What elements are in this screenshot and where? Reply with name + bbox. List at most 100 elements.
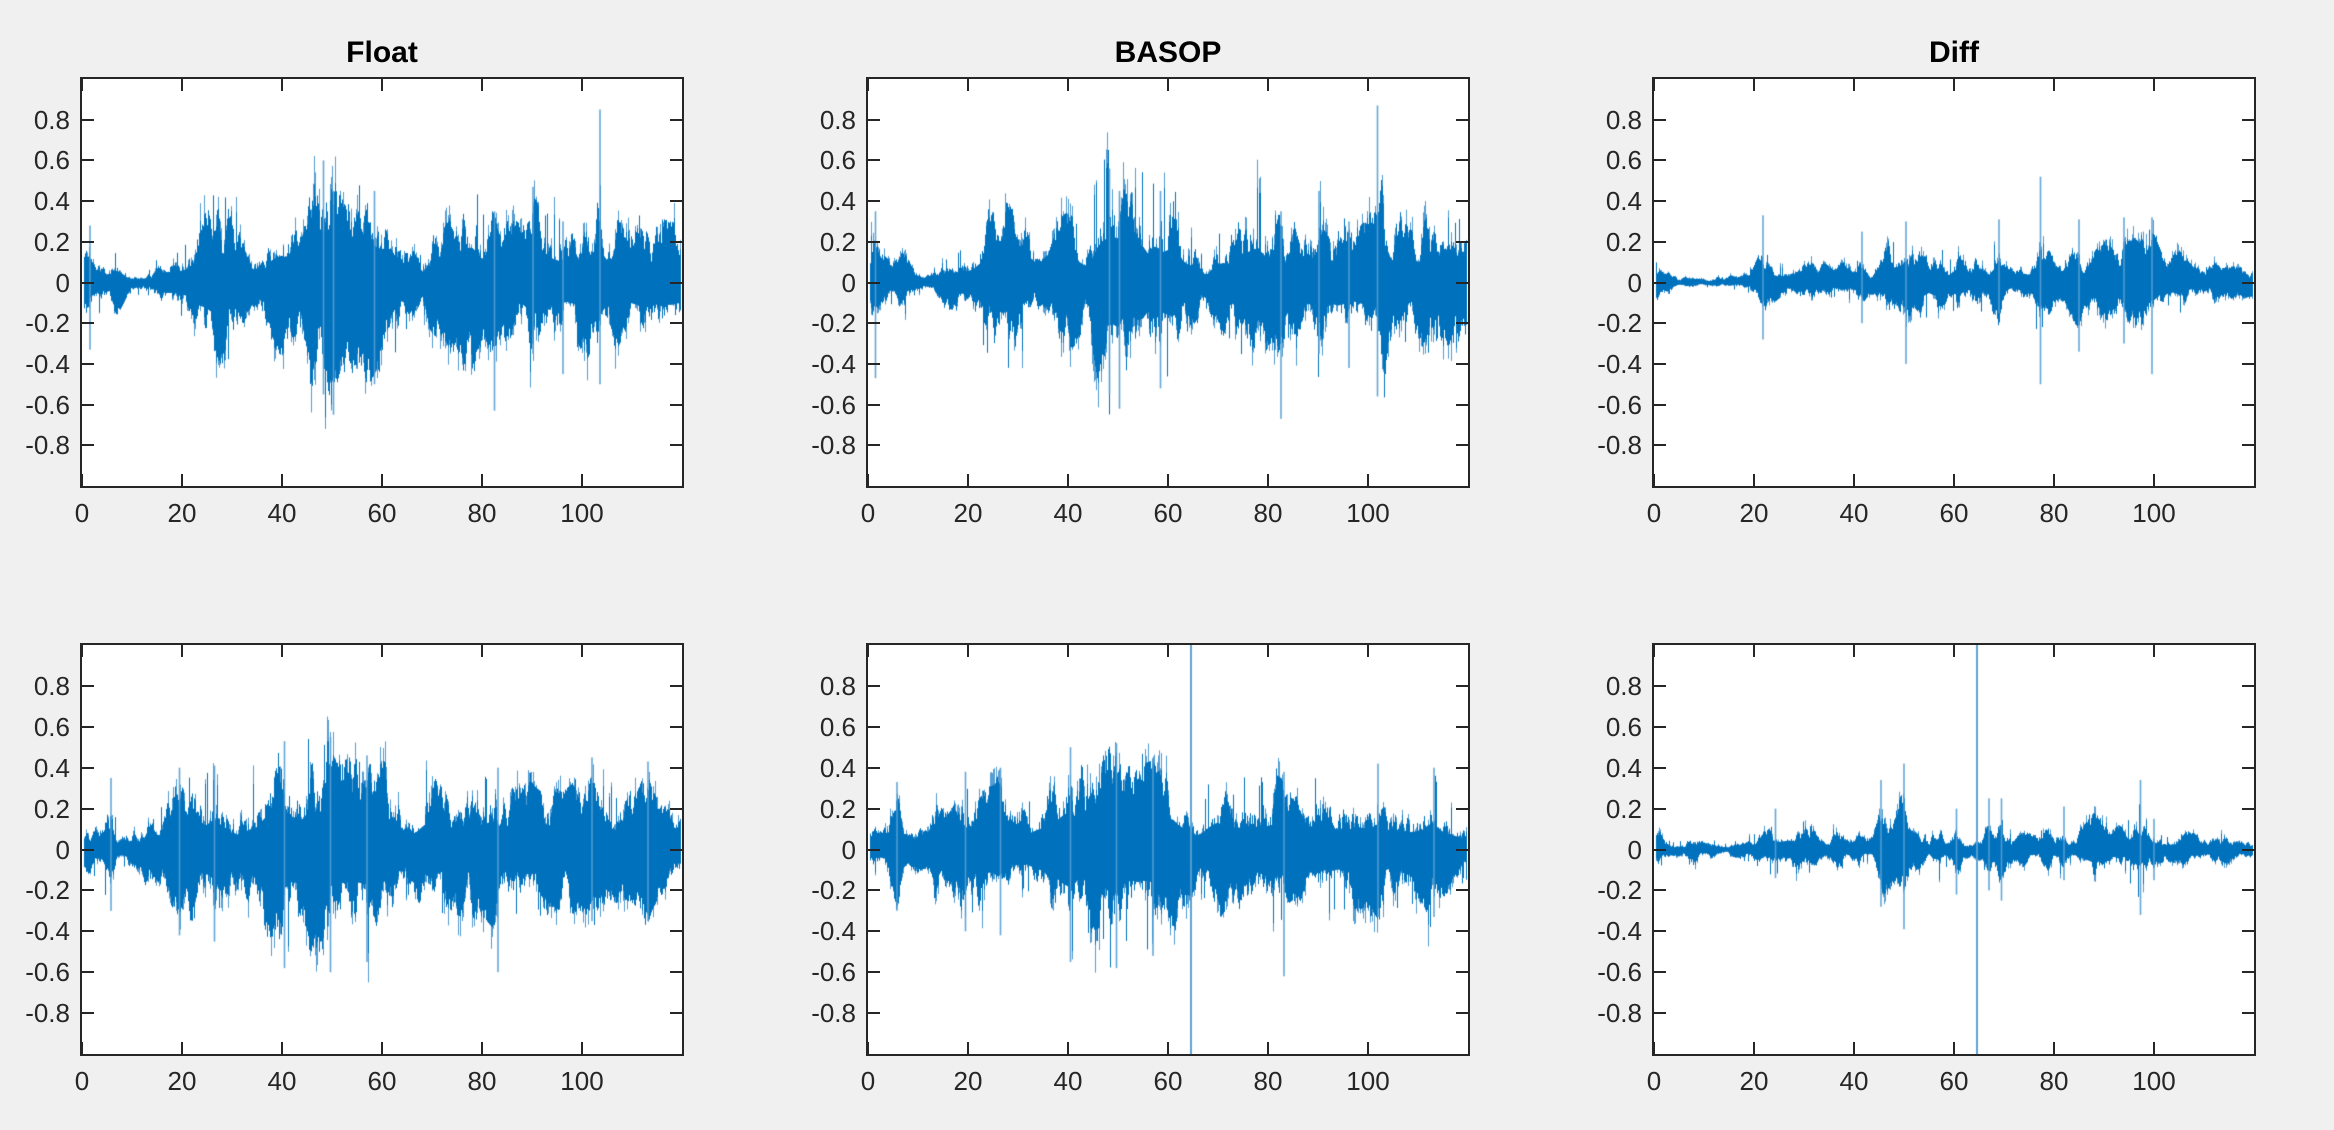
y-tick-mark — [868, 281, 880, 284]
y-tick-mark — [868, 807, 880, 810]
y-tick-mark — [1654, 971, 1666, 974]
y-tick-label: 0.4 — [33, 186, 70, 217]
plot-axes-diff-top[interactable] — [1652, 77, 2256, 488]
y-tick-mark — [868, 684, 880, 687]
x-tick-mark — [281, 1042, 283, 1054]
y-tick-mark — [82, 118, 94, 121]
y-tick-label: 0.4 — [1605, 186, 1642, 217]
y-tick-mark-right — [670, 362, 682, 365]
y-tick-mark — [82, 766, 94, 769]
y-tick-label: 0.2 — [33, 793, 70, 824]
x-tick-mark-top — [2053, 645, 2055, 657]
x-tick-mark-top — [867, 645, 869, 657]
x-tick-label: 80 — [2039, 498, 2069, 528]
y-tick-mark-right — [2242, 444, 2254, 447]
y-tick-label: 0.8 — [33, 670, 70, 701]
x-tick-label: 60 — [1939, 1066, 1969, 1096]
plot-title-basop: BASOP — [1114, 36, 1222, 69]
y-tick-mark-right — [670, 930, 682, 933]
x-tick-mark — [381, 474, 383, 486]
x-tick-mark — [1267, 1042, 1269, 1054]
y-tick-label: -0.8 — [25, 430, 70, 461]
x-tick-label: 20 — [1739, 498, 1769, 528]
y-tick-label: -0.6 — [1597, 389, 1642, 420]
y-tick-label: 0.2 — [1605, 226, 1642, 257]
y-tick-label: 0.6 — [819, 145, 856, 176]
y-tick-label: -0.6 — [811, 389, 856, 420]
y-tick-mark-right — [1456, 362, 1468, 365]
y-tick-mark-right — [1456, 1012, 1468, 1015]
y-tick-mark — [1654, 444, 1666, 447]
x-tick-mark — [2153, 1042, 2155, 1054]
y-tick-mark — [868, 766, 880, 769]
plot-axes-float-bottom[interactable] — [80, 643, 684, 1056]
y-tick-label: 0.2 — [819, 793, 856, 824]
y-tick-label: -0.6 — [25, 389, 70, 420]
y-tick-mark-right — [2242, 848, 2254, 851]
y-tick-mark — [82, 240, 94, 243]
y-tick-label: -0.4 — [1597, 916, 1642, 947]
waveform-canvas-float-bottom — [82, 645, 682, 1054]
y-tick-mark — [868, 889, 880, 892]
y-tick-label: 0 — [55, 834, 70, 865]
y-tick-mark-right — [670, 684, 682, 687]
waveform-canvas-float-top — [82, 79, 682, 486]
x-tick-mark-top — [81, 645, 83, 657]
x-tick-mark-top — [1167, 645, 1169, 657]
plot-axes-diff-bottom[interactable] — [1652, 643, 2256, 1056]
x-tick-label: 80 — [467, 498, 497, 528]
x-tick-label: 0 — [1646, 498, 1662, 528]
plot-axes-basop-bottom[interactable] — [866, 643, 1470, 1056]
y-tick-mark-right — [670, 159, 682, 162]
y-tick-label: 0.6 — [1605, 145, 1642, 176]
y-tick-mark-right — [2242, 362, 2254, 365]
x-tick-mark — [1853, 474, 1855, 486]
x-tick-mark — [1167, 1042, 1169, 1054]
x-tick-label: 60 — [1939, 498, 1969, 528]
y-tick-label: -0.6 — [1597, 957, 1642, 988]
x-tick-label: 60 — [367, 1066, 397, 1096]
waveform-canvas-basop-bottom — [868, 645, 1468, 1054]
x-tick-mark-top — [1953, 79, 1955, 91]
x-tick-mark-top — [2153, 79, 2155, 91]
y-tick-mark — [1654, 848, 1666, 851]
x-tick-mark-top — [481, 79, 483, 91]
waveform-canvas-diff-bottom — [1654, 645, 2254, 1054]
y-tick-mark — [868, 322, 880, 325]
y-tick-mark-right — [2242, 930, 2254, 933]
y-tick-mark-right — [1456, 889, 1468, 892]
y-tick-mark — [1654, 281, 1666, 284]
x-tick-mark-top — [181, 79, 183, 91]
x-tick-mark — [1753, 474, 1755, 486]
x-tick-mark-top — [1953, 645, 1955, 657]
y-tick-label: -0.2 — [811, 308, 856, 339]
y-tick-label: 0.8 — [819, 670, 856, 701]
y-tick-mark — [868, 971, 880, 974]
y-tick-mark — [82, 159, 94, 162]
y-tick-mark-right — [1456, 725, 1468, 728]
y-tick-mark-right — [1456, 971, 1468, 974]
x-tick-label: 60 — [1153, 1066, 1183, 1096]
y-tick-label: 0.8 — [1605, 104, 1642, 135]
y-tick-label: 0.8 — [1605, 670, 1642, 701]
y-tick-mark — [868, 362, 880, 365]
y-tick-mark — [1654, 118, 1666, 121]
y-tick-label: 0.6 — [819, 711, 856, 742]
x-tick-mark-top — [581, 645, 583, 657]
y-tick-label: -0.4 — [1597, 348, 1642, 379]
x-tick-mark — [481, 1042, 483, 1054]
plot-axes-float-top[interactable] — [80, 77, 684, 488]
y-tick-label: -0.2 — [1597, 875, 1642, 906]
y-tick-mark-right — [2242, 725, 2254, 728]
y-tick-mark — [1654, 200, 1666, 203]
y-tick-mark-right — [2242, 159, 2254, 162]
y-tick-label: -0.8 — [1597, 998, 1642, 1029]
y-tick-mark-right — [2242, 807, 2254, 810]
y-tick-mark — [868, 159, 880, 162]
plot-axes-basop-top[interactable] — [866, 77, 1470, 488]
y-tick-label: 0.4 — [33, 752, 70, 783]
x-tick-mark — [1753, 1042, 1755, 1054]
y-tick-mark-right — [2242, 281, 2254, 284]
y-tick-label: 0 — [55, 267, 70, 298]
y-tick-mark — [82, 848, 94, 851]
